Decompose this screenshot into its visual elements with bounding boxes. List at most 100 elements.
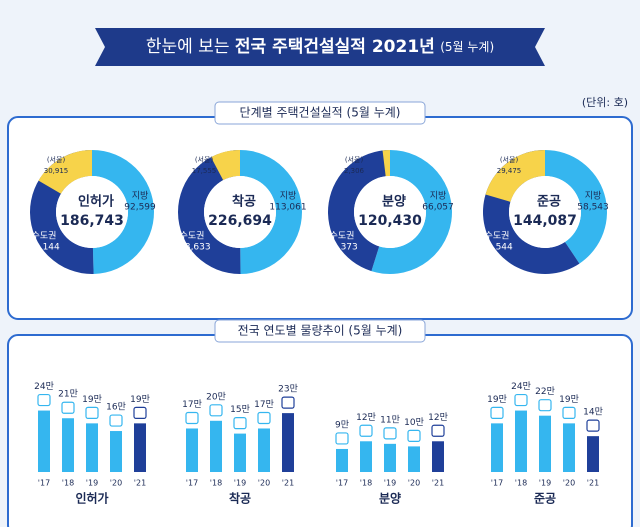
donut-title: 분양 (382, 195, 406, 210)
group-title: 착공 (229, 491, 251, 506)
donut-total: 120,430 (358, 213, 422, 229)
donut-segment (240, 150, 302, 274)
bar-value: 19만 (559, 394, 579, 405)
x-tick-label: '19 (539, 479, 551, 488)
donut-segment (38, 150, 92, 194)
bar-icon (109, 414, 123, 427)
banner-prefix: 한눈에 보는 (146, 37, 230, 57)
section-title: 단계별 주택건설실적 (5월 누계) (240, 106, 401, 120)
x-tick-label: '21 (134, 479, 146, 488)
x-tick-label: '20 (563, 479, 575, 488)
x-tick-label: '21 (282, 479, 294, 488)
bar (491, 423, 503, 472)
segment-label: 지방 (585, 191, 602, 202)
donut-title: 착공 (232, 194, 256, 210)
bar (587, 436, 599, 472)
bar-icon (185, 411, 199, 425)
x-tick-label: '21 (587, 479, 599, 488)
bar-icon (359, 424, 373, 437)
segment-value: 30,915 (44, 167, 69, 175)
bar-icon (514, 393, 528, 407)
donut-total: 186,743 (60, 213, 124, 229)
bar-value: 11만 (380, 414, 400, 425)
segment-label: (서울) (195, 155, 214, 164)
donut-segment (328, 150, 390, 272)
bar (360, 441, 372, 472)
bar-icon (37, 393, 51, 407)
x-tick-label: '17 (38, 479, 50, 488)
bar (336, 448, 348, 472)
segment-value: 94,144 (28, 243, 60, 253)
segment-value: 113,633 (173, 243, 210, 253)
x-tick-label: '18 (360, 479, 372, 488)
x-tick-label: '17 (336, 479, 348, 488)
bar-icon (431, 424, 445, 437)
donut-hole (56, 176, 128, 248)
x-tick-label: '19 (86, 479, 98, 488)
segment-label: (서울) (500, 155, 519, 164)
x-tick-label: '17 (491, 479, 503, 488)
bar (210, 420, 222, 472)
segment-value: 17,555 (192, 167, 217, 175)
donut-hole (204, 176, 276, 248)
donut-segment (371, 150, 452, 274)
x-tick-label: '18 (210, 479, 222, 488)
bar (515, 410, 527, 472)
bar-icon (490, 406, 504, 419)
bar-value: 20만 (206, 391, 226, 402)
bar-icon (257, 411, 271, 425)
segment-value: 113,061 (269, 203, 306, 213)
x-tick-label: '20 (110, 479, 122, 488)
bar-value: 24만 (511, 381, 531, 392)
segment-label: 지방 (430, 191, 447, 202)
x-tick-label: '18 (515, 479, 527, 488)
bar-icon (383, 427, 397, 440)
x-tick-label: '20 (408, 479, 420, 488)
segment-value: 2,306 (344, 167, 365, 175)
bar-value: 19만 (82, 394, 102, 405)
donut-segment (382, 150, 390, 177)
bar (38, 410, 50, 472)
bar-icon (85, 406, 99, 419)
bar (86, 423, 98, 472)
segment-label: 지방 (132, 191, 149, 202)
section-tab (214, 101, 426, 125)
banner-title: 전국 주택건설실적 2021년 (235, 37, 435, 57)
group-title: 분양 (379, 491, 401, 506)
x-tick-label: '19 (234, 479, 246, 488)
segment-label: (서울) (47, 155, 66, 164)
bar-value: 19만 (487, 394, 507, 405)
bar (539, 415, 551, 472)
bar (384, 443, 396, 472)
bar-value: 12만 (356, 412, 376, 423)
segment-label: 수도권 (32, 230, 57, 242)
bar-icon (407, 429, 421, 442)
bar (62, 418, 74, 472)
donut-hole (509, 176, 581, 248)
bar-value: 16만 (106, 402, 126, 413)
bar (134, 423, 146, 472)
bar-value: 22만 (535, 386, 555, 397)
banner-text: 한눈에 보는 전국 주택건설실적 2021년 (5월 누계) (146, 37, 494, 57)
bar-icon (281, 396, 295, 409)
donut-title: 준공 (537, 195, 561, 210)
bar (258, 428, 270, 472)
x-tick-label: '19 (384, 479, 396, 488)
bar-value: 23만 (278, 384, 298, 395)
bar-value: 17만 (254, 399, 274, 410)
banner-suffix: (5월 누계) (440, 40, 494, 54)
bar-value: 24만 (34, 381, 54, 392)
bar-value: 19만 (130, 394, 150, 405)
bar (110, 431, 122, 472)
segment-label: 수도권 (330, 230, 355, 242)
donut-segment (211, 150, 240, 181)
bar-value: 12만 (428, 412, 448, 423)
segment-label: (서울) (345, 155, 364, 164)
bar-icon (538, 399, 552, 412)
group-title: 준공 (534, 492, 556, 506)
bar-icon (233, 417, 247, 430)
bar-value: 21만 (58, 389, 78, 400)
bar-icon (209, 404, 223, 417)
segment-value: 66,057 (422, 203, 454, 213)
